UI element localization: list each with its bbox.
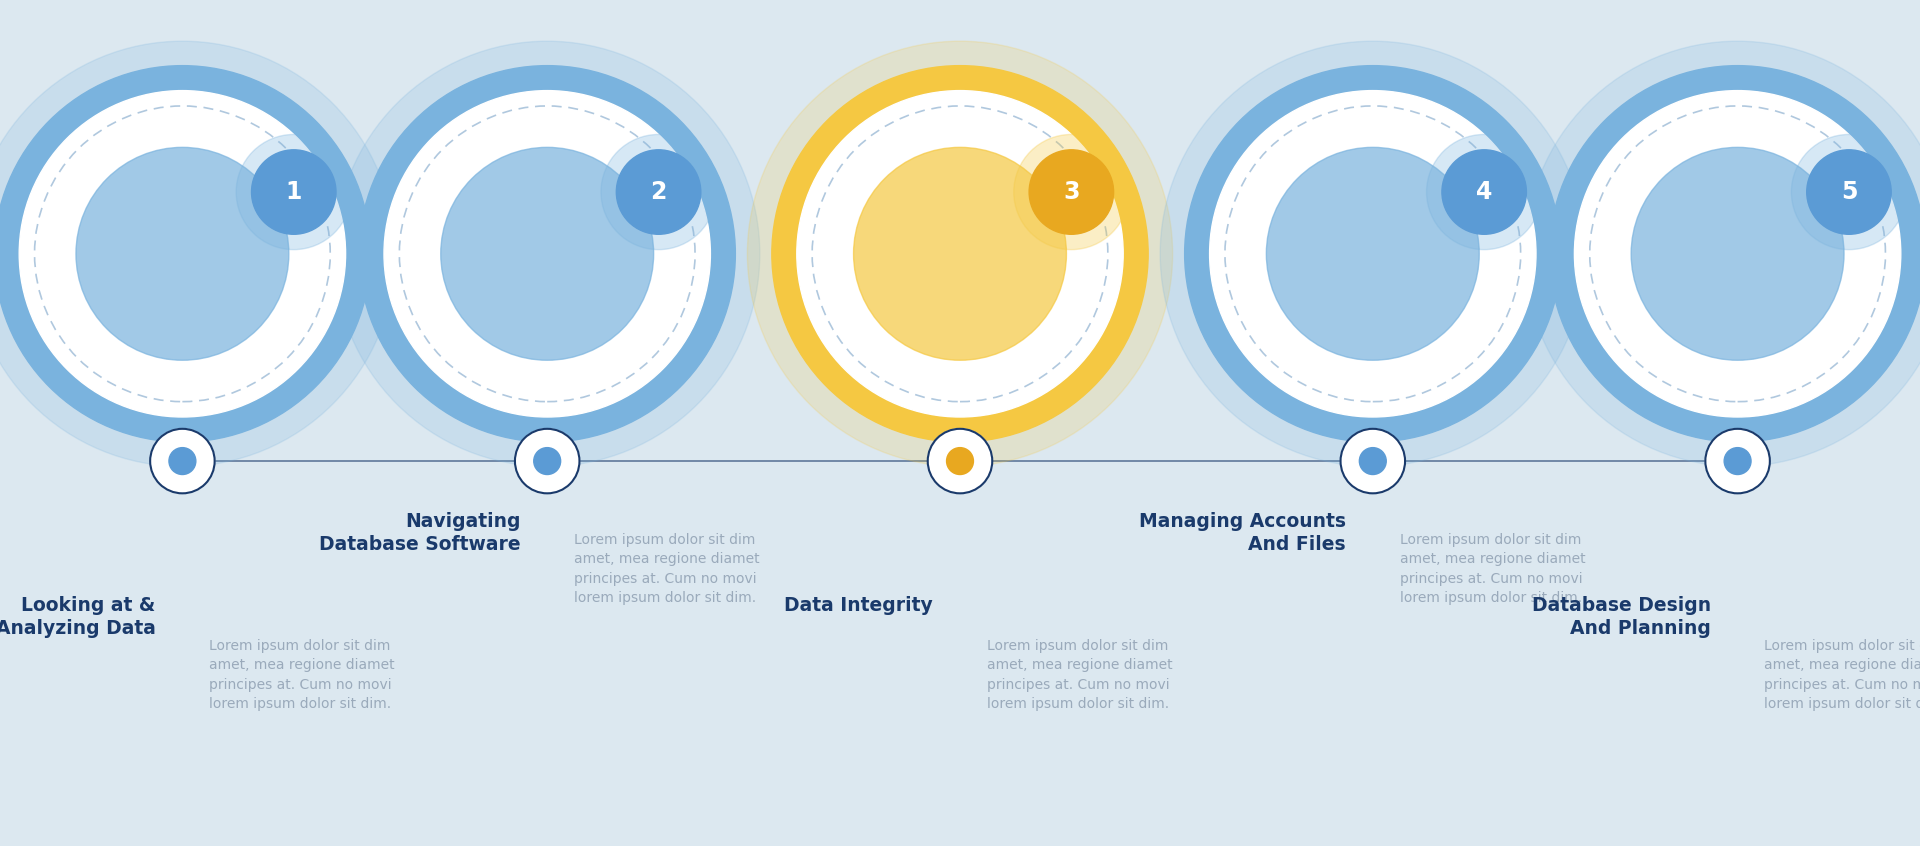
- Text: Managing Accounts
And Files: Managing Accounts And Files: [1139, 512, 1346, 553]
- Ellipse shape: [601, 135, 716, 250]
- Ellipse shape: [442, 147, 653, 360]
- Text: 1: 1: [286, 180, 301, 204]
- Ellipse shape: [19, 91, 346, 417]
- Text: Database Design
And Planning: Database Design And Planning: [1532, 596, 1711, 638]
- Text: 2: 2: [651, 180, 666, 204]
- Ellipse shape: [797, 91, 1123, 417]
- Ellipse shape: [1705, 429, 1770, 493]
- Ellipse shape: [334, 41, 760, 466]
- Ellipse shape: [1807, 150, 1891, 234]
- Ellipse shape: [359, 66, 735, 442]
- Text: 3: 3: [1064, 180, 1079, 204]
- Ellipse shape: [150, 429, 215, 493]
- Ellipse shape: [927, 429, 993, 493]
- Ellipse shape: [1632, 147, 1843, 360]
- Ellipse shape: [1014, 135, 1129, 250]
- Ellipse shape: [1029, 150, 1114, 234]
- Ellipse shape: [616, 150, 701, 234]
- Ellipse shape: [1442, 150, 1526, 234]
- Ellipse shape: [747, 41, 1173, 466]
- Ellipse shape: [515, 429, 580, 493]
- Text: Lorem ipsum dolor sit dim
amet, mea regione diamet
principes at. Cum no movi
lor: Lorem ipsum dolor sit dim amet, mea regi…: [209, 639, 396, 711]
- Ellipse shape: [384, 91, 710, 417]
- Text: Lorem ipsum dolor sit dim
amet, mea regione diamet
principes at. Cum no movi
lor: Lorem ipsum dolor sit dim amet, mea regi…: [1400, 533, 1586, 606]
- Ellipse shape: [1185, 66, 1561, 442]
- Text: Looking at &
Analyzing Data: Looking at & Analyzing Data: [0, 596, 156, 638]
- Text: 5: 5: [1841, 180, 1857, 204]
- Ellipse shape: [534, 448, 561, 475]
- Text: 4: 4: [1476, 180, 1492, 204]
- Ellipse shape: [1359, 448, 1386, 475]
- Ellipse shape: [772, 66, 1148, 442]
- Ellipse shape: [1574, 91, 1901, 417]
- Text: Navigating
Database Software: Navigating Database Software: [319, 512, 520, 553]
- Ellipse shape: [1524, 41, 1920, 466]
- Ellipse shape: [1724, 448, 1751, 475]
- Ellipse shape: [1340, 429, 1405, 493]
- Ellipse shape: [947, 448, 973, 475]
- Text: Lorem ipsum dolor sit dim
amet, mea regione diamet
principes at. Cum no movi
lor: Lorem ipsum dolor sit dim amet, mea regi…: [1764, 639, 1920, 711]
- Text: Lorem ipsum dolor sit dim
amet, mea regione diamet
principes at. Cum no movi
lor: Lorem ipsum dolor sit dim amet, mea regi…: [987, 639, 1173, 711]
- Ellipse shape: [1549, 66, 1920, 442]
- Text: Data Integrity: Data Integrity: [785, 596, 933, 615]
- Ellipse shape: [0, 66, 371, 442]
- Ellipse shape: [0, 41, 396, 466]
- Ellipse shape: [1791, 135, 1907, 250]
- Ellipse shape: [854, 147, 1066, 360]
- Ellipse shape: [1427, 135, 1542, 250]
- Ellipse shape: [77, 147, 288, 360]
- Ellipse shape: [252, 150, 336, 234]
- Text: Lorem ipsum dolor sit dim
amet, mea regione diamet
principes at. Cum no movi
lor: Lorem ipsum dolor sit dim amet, mea regi…: [574, 533, 760, 606]
- Ellipse shape: [1210, 91, 1536, 417]
- Ellipse shape: [169, 448, 196, 475]
- Ellipse shape: [236, 135, 351, 250]
- Ellipse shape: [1267, 147, 1478, 360]
- Ellipse shape: [1160, 41, 1586, 466]
